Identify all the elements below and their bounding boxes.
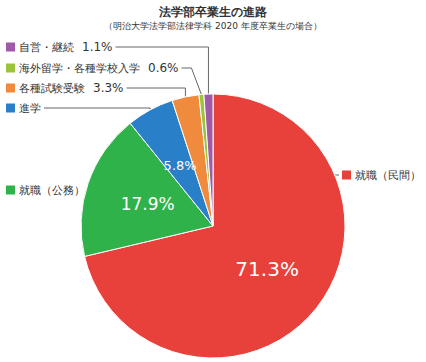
svg-text:自営・継続: 自営・継続 <box>19 41 74 54</box>
svg-text:就職（民間）: 就職（民間） <box>355 169 421 182</box>
svg-text:0.6%: 0.6% <box>148 61 179 75</box>
svg-text:3.3%: 3.3% <box>93 81 124 95</box>
svg-text:71.3%: 71.3% <box>235 257 299 281</box>
svg-text:5.8%: 5.8% <box>164 158 197 173</box>
svg-text:就職（公務）: 就職（公務） <box>19 184 85 197</box>
svg-text:17.9%: 17.9% <box>121 194 175 214</box>
svg-text:（明治大学法学部法律学科 2020 年度卒業生の場合）: （明治大学法学部法律学科 2020 年度卒業生の場合） <box>104 21 322 31</box>
svg-text:1.1%: 1.1% <box>82 40 113 54</box>
svg-text:進学: 進学 <box>19 102 41 115</box>
svg-text:法学部卒業生の進路: 法学部卒業生の進路 <box>158 5 268 19</box>
svg-text:海外留学・各種学校入学: 海外留学・各種学校入学 <box>19 62 140 75</box>
svg-text:各種試験受験: 各種試験受験 <box>19 82 85 95</box>
